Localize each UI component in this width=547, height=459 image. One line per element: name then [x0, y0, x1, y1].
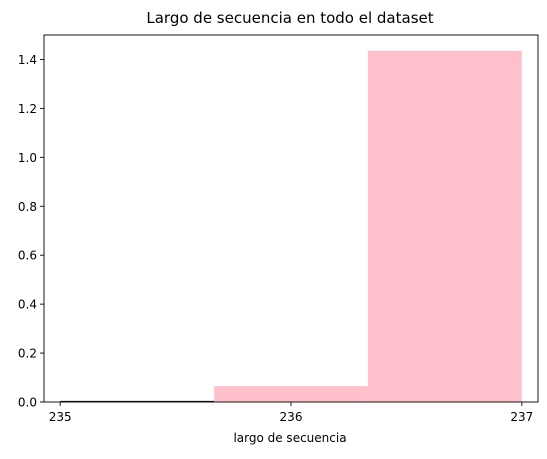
y-tick-label: 1.2 — [18, 102, 37, 116]
y-tick-label: 0.0 — [18, 396, 37, 410]
x-axis-label: largo de secuencia — [233, 431, 346, 445]
y-tick-label: 1.4 — [18, 53, 37, 67]
histogram-bar — [214, 386, 368, 402]
histogram-bar — [367, 50, 522, 403]
x-tick-label: 235 — [49, 410, 72, 424]
y-tick-label: 0.8 — [18, 200, 37, 214]
x-tick-label: 237 — [510, 410, 533, 424]
y-tick-label: 0.2 — [18, 347, 37, 361]
y-tick-label: 0.6 — [18, 249, 37, 263]
x-tick-label: 236 — [280, 410, 303, 424]
bars-group — [60, 50, 522, 403]
y-tick-label: 1.0 — [18, 151, 37, 165]
chart-title: Largo de secuencia en todo el dataset — [146, 9, 433, 27]
axes-group: 0.0 0.2 0.4 0.6 0.8 1.0 1.2 1.4 235 236 237 — [18, 34, 539, 424]
y-tick-label: 0.4 — [18, 298, 37, 312]
